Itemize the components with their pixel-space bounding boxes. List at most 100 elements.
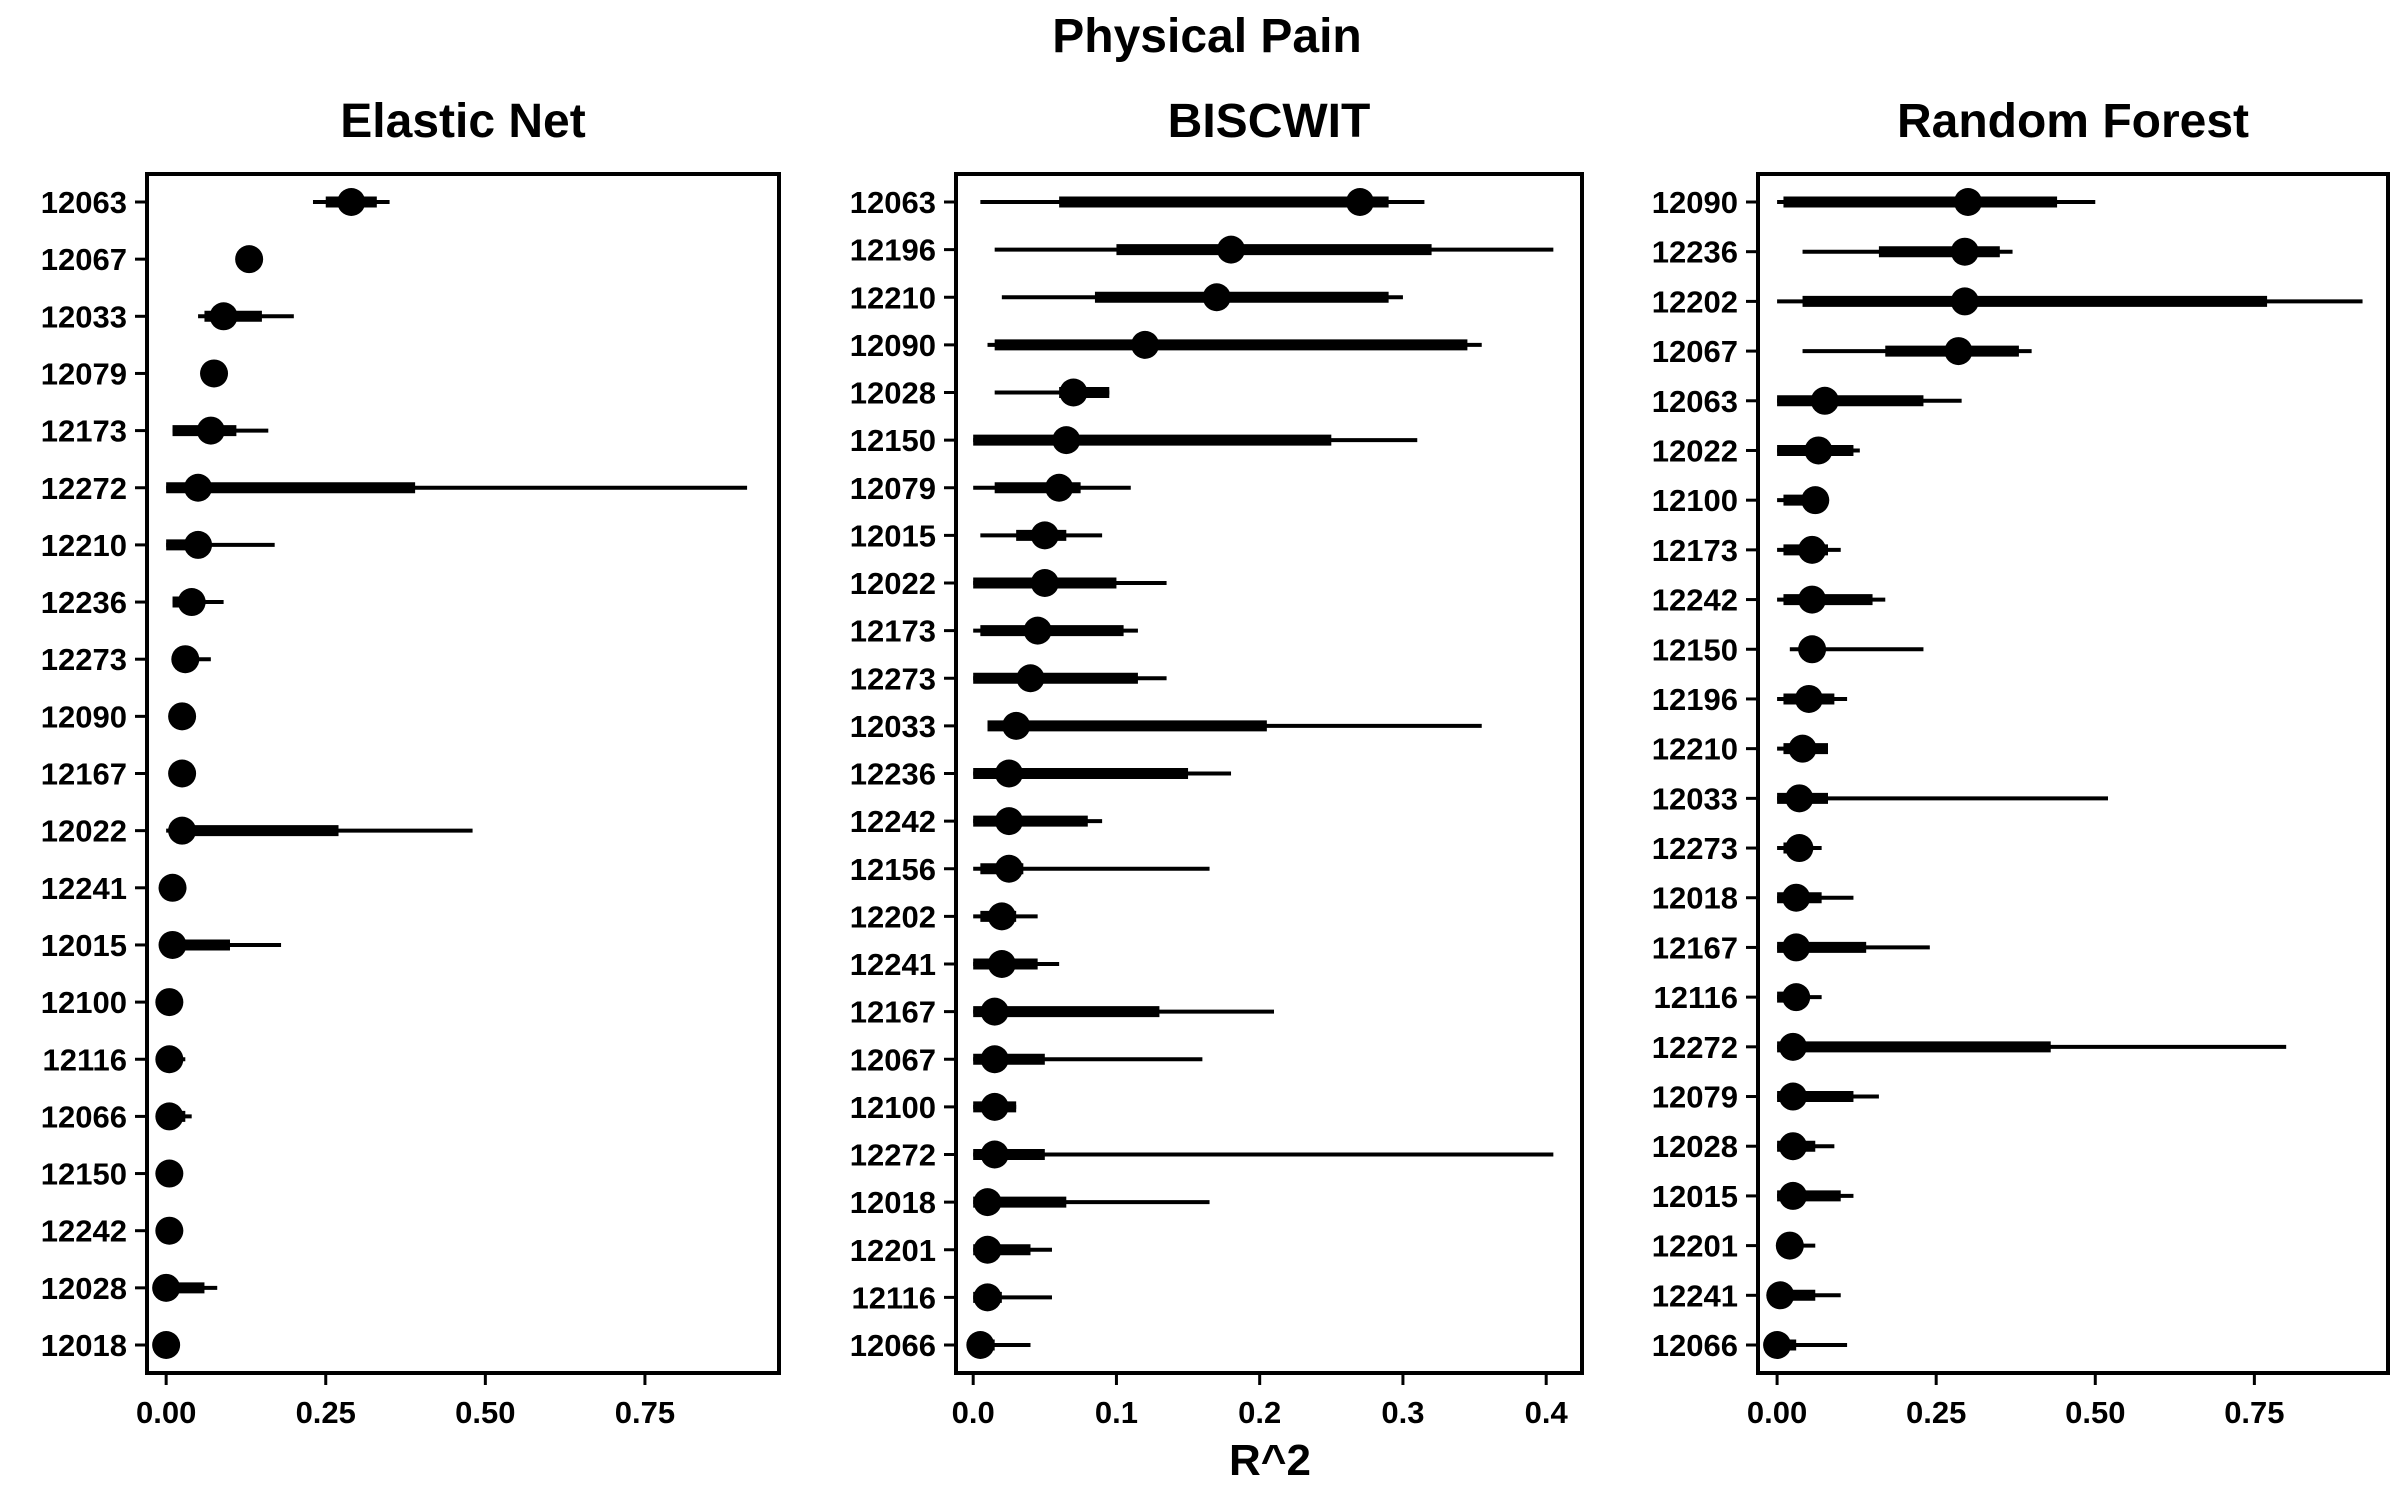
median-point bbox=[1785, 784, 1814, 813]
y-tick-label: 12116 bbox=[1654, 980, 1739, 1015]
row-12079: 12079 bbox=[850, 471, 1131, 506]
y-tick-label: 12202 bbox=[1652, 284, 1738, 319]
median-point bbox=[158, 930, 187, 959]
row-12022: 12022 bbox=[41, 814, 473, 849]
median-point bbox=[1775, 1231, 1804, 1260]
y-tick-label: 12079 bbox=[41, 356, 127, 391]
x-tick-label: 0.3 bbox=[1381, 1395, 1424, 1430]
y-tick-label: 12100 bbox=[41, 985, 127, 1020]
y-tick-label: 12236 bbox=[850, 757, 936, 792]
row-12210: 12210 bbox=[850, 280, 1403, 315]
median-point bbox=[1954, 188, 1982, 216]
median-point bbox=[1810, 386, 1839, 415]
y-tick-label: 12236 bbox=[41, 585, 127, 620]
median-point bbox=[155, 1102, 184, 1131]
x-tick-label: 0.25 bbox=[296, 1395, 356, 1430]
median-point bbox=[1202, 283, 1231, 312]
row-12066: 12066 bbox=[41, 1099, 192, 1134]
y-tick-label: 12028 bbox=[850, 376, 936, 411]
panel-0: Elastic Net 12063 12067 12033 12079 12173 1227… bbox=[41, 95, 781, 1430]
x-axis-label: R^2 bbox=[1229, 1436, 1311, 1485]
median-point bbox=[184, 473, 213, 502]
median-point bbox=[1779, 1082, 1807, 1111]
row-12067: 12067 bbox=[1652, 334, 2032, 369]
median-point bbox=[1950, 287, 1979, 316]
median-point bbox=[1782, 883, 1811, 912]
row-12242: 12242 bbox=[1652, 583, 1886, 618]
y-tick-label: 12018 bbox=[850, 1185, 936, 1220]
row-12018: 12018 bbox=[1652, 881, 1854, 916]
y-tick-label: 12210 bbox=[41, 528, 127, 563]
row-12090: 12090 bbox=[850, 328, 1482, 363]
median-point bbox=[1782, 983, 1811, 1012]
median-point bbox=[1779, 1032, 1807, 1061]
row-12015: 12015 bbox=[41, 928, 282, 963]
y-tick-label: 12028 bbox=[41, 1271, 127, 1306]
median-point bbox=[1804, 436, 1833, 465]
row-12242: 12242 bbox=[41, 1214, 184, 1249]
row-12272: 12272 bbox=[41, 471, 748, 506]
median-point bbox=[1052, 426, 1081, 455]
panel-title: Elastic Net bbox=[340, 95, 585, 148]
median-point bbox=[1944, 337, 1973, 366]
y-tick-label: 12116 bbox=[43, 1042, 128, 1077]
figure-title: Physical Pain bbox=[1052, 10, 1362, 63]
row-12242: 12242 bbox=[850, 804, 1103, 839]
y-tick-label: 12090 bbox=[1652, 185, 1738, 220]
y-tick-label: 12236 bbox=[1652, 235, 1738, 270]
median-point bbox=[980, 1092, 1009, 1121]
x-tick-label: 0.75 bbox=[615, 1395, 675, 1430]
median-point bbox=[177, 588, 206, 617]
row-12090: 12090 bbox=[1652, 185, 2096, 220]
row-12272: 12272 bbox=[1652, 1030, 2287, 1065]
y-tick-label: 12063 bbox=[850, 185, 936, 220]
median-point bbox=[1798, 635, 1827, 664]
y-tick-label: 12022 bbox=[850, 566, 936, 601]
row-12015: 12015 bbox=[1652, 1179, 1854, 1214]
y-tick-label: 12273 bbox=[850, 661, 936, 696]
y-tick-label: 12201 bbox=[850, 1233, 936, 1268]
y-tick-label: 12167 bbox=[850, 995, 936, 1030]
median-point bbox=[995, 759, 1024, 788]
row-12066: 12066 bbox=[1652, 1328, 1848, 1363]
y-tick-label: 12272 bbox=[850, 1138, 936, 1173]
median-point bbox=[973, 1235, 1002, 1264]
median-point bbox=[1763, 1331, 1792, 1359]
y-tick-label: 12272 bbox=[1652, 1030, 1738, 1065]
y-tick-label: 12015 bbox=[1652, 1179, 1738, 1214]
row-12156: 12156 bbox=[850, 852, 1210, 887]
row-12067: 12067 bbox=[41, 242, 264, 277]
row-12018: 12018 bbox=[850, 1185, 1210, 1220]
median-point bbox=[196, 416, 225, 445]
x-tick-label: 0.50 bbox=[2065, 1395, 2125, 1430]
y-tick-label: 12241 bbox=[1652, 1278, 1738, 1313]
row-12196: 12196 bbox=[1652, 682, 1848, 717]
row-12063: 12063 bbox=[1652, 384, 1962, 419]
y-tick-label: 12033 bbox=[1652, 781, 1738, 816]
median-point bbox=[966, 1331, 995, 1359]
y-tick-label: 12063 bbox=[41, 185, 127, 220]
median-point bbox=[1801, 486, 1830, 515]
median-point bbox=[1782, 933, 1811, 962]
row-12167: 12167 bbox=[850, 995, 1275, 1030]
median-point bbox=[1030, 569, 1059, 597]
row-12028: 12028 bbox=[850, 376, 1110, 411]
median-point bbox=[152, 1331, 181, 1359]
x-tick-label: 0.4 bbox=[1525, 1395, 1569, 1430]
median-point bbox=[171, 645, 200, 674]
median-point bbox=[995, 854, 1024, 883]
median-point bbox=[152, 1273, 181, 1302]
y-tick-label: 12022 bbox=[1652, 433, 1738, 468]
median-point bbox=[1030, 521, 1059, 550]
median-point bbox=[235, 245, 264, 274]
median-point bbox=[980, 997, 1009, 1026]
median-point bbox=[155, 1045, 184, 1074]
y-tick-label: 12242 bbox=[850, 804, 936, 839]
median-point bbox=[158, 873, 187, 902]
median-point bbox=[1766, 1281, 1795, 1310]
y-tick-label: 12210 bbox=[1652, 732, 1738, 767]
y-tick-label: 12196 bbox=[850, 233, 936, 268]
y-tick-label: 12273 bbox=[1652, 831, 1738, 866]
x-tick-label: 0.50 bbox=[455, 1395, 515, 1430]
